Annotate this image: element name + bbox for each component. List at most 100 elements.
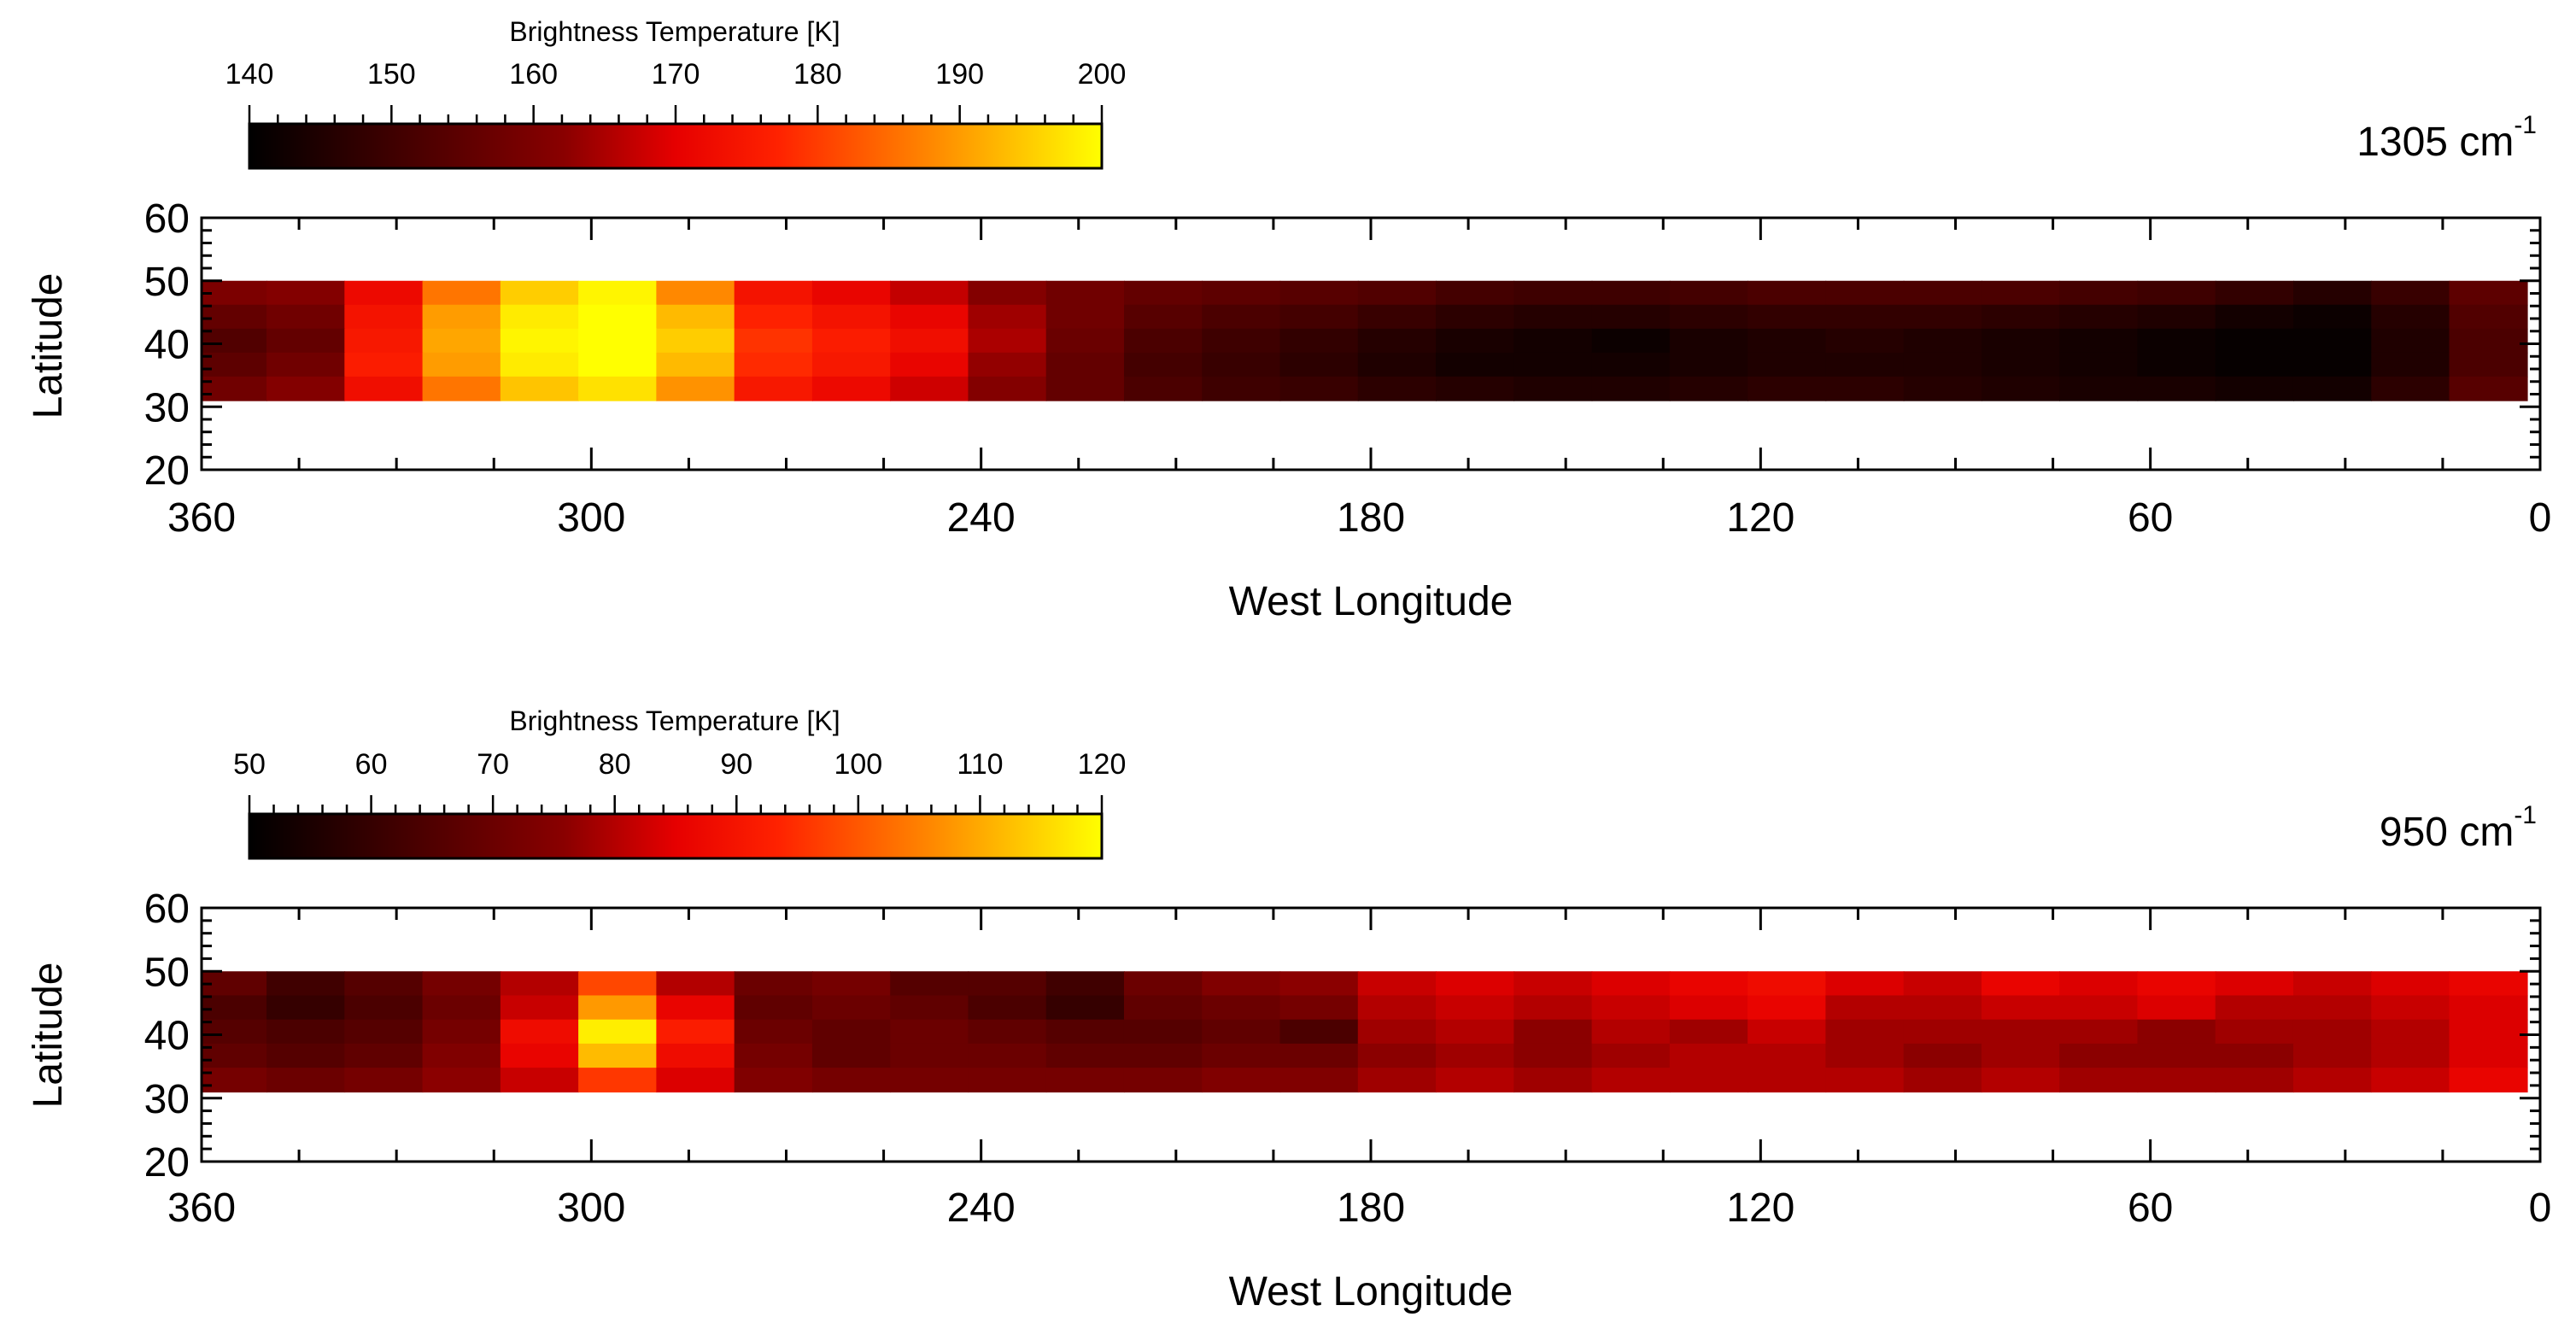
y-axis-label: Latitude	[26, 963, 71, 1109]
heatmap-cell	[500, 1068, 579, 1093]
heatmap-cell	[500, 352, 579, 378]
x-axis-label: West Longitude	[1229, 579, 1513, 624]
heatmap-cell	[656, 1043, 735, 1068]
heatmap-cell	[1669, 971, 1748, 997]
heatmap-cell	[578, 328, 658, 354]
heatmap-cell	[1903, 971, 1982, 997]
heatmap-cell	[2449, 280, 2528, 306]
heatmap-cell	[1669, 1043, 1748, 1068]
colorbar-title: Brightness Temperature [K]	[509, 705, 840, 736]
panel-950: Brightness Temperature [K] 50 60 70 80 90 100…	[26, 705, 2551, 1314]
heatmap-cell	[1981, 280, 2060, 306]
heatmap-cell	[2215, 1068, 2294, 1093]
panel-1305: Brightness Temperature [K] 140 150 160 170 1…	[26, 16, 2551, 624]
heatmap-cell	[2215, 328, 2294, 354]
heatmap-cell	[1513, 1043, 1593, 1068]
heatmap-cell	[890, 1043, 969, 1068]
heatmap-cell	[656, 352, 735, 378]
heatmap-cell	[1123, 995, 1203, 1021]
heatmap-cell	[656, 1068, 735, 1093]
heatmap-cell	[1825, 304, 1905, 330]
heatmap-cell	[2137, 995, 2216, 1021]
y-tick-label: 50	[144, 950, 190, 995]
heatmap-cell	[2137, 971, 2216, 997]
heatmap-cell	[656, 376, 735, 401]
x-tick-label: 120	[1726, 495, 1794, 541]
heatmap-cell	[1436, 1068, 1515, 1093]
heatmap-cell	[2137, 1019, 2216, 1045]
colorbar	[248, 812, 1104, 860]
heatmap-cell	[2292, 1019, 2373, 1045]
colorbar-tick-label: 150	[367, 58, 416, 91]
heatmap-cell	[1669, 1068, 1748, 1093]
heatmap-cell	[1436, 304, 1515, 330]
heatmap-cell	[2059, 995, 2139, 1021]
heatmap-cell	[1591, 328, 1671, 354]
heatmap-cell	[2371, 304, 2450, 330]
heatmap-cell	[1748, 971, 1827, 997]
heatmap-cell	[1903, 1019, 1982, 1045]
heatmap-cell	[1981, 304, 2060, 330]
heatmap-cell	[1045, 1019, 1125, 1045]
heatmap-cell	[578, 1068, 658, 1093]
heatmap-cell	[1123, 376, 1203, 401]
heatmap-cell	[1981, 1068, 2060, 1093]
heatmap-cell	[734, 376, 813, 401]
heatmap-cell	[500, 1019, 579, 1045]
heatmap-cell	[968, 280, 1047, 306]
heatmap-cell	[202, 1019, 267, 1045]
heatmap-cell	[1513, 304, 1593, 330]
y-tick-label: 20	[144, 1140, 190, 1185]
heatmap-cell	[1669, 376, 1748, 401]
heatmap-cell	[500, 304, 579, 330]
heatmap-cell	[266, 328, 346, 354]
x-tick-label: 180	[1337, 1185, 1405, 1231]
heatmap-cell	[890, 376, 969, 401]
heatmap-cell	[1669, 1019, 1748, 1045]
colorbar-tick-label: 160	[509, 58, 558, 91]
heatmap-cell	[1045, 971, 1125, 997]
heatmap-cell	[578, 376, 658, 401]
heatmap-cell	[1748, 1043, 1827, 1068]
colorbar-tick-label: 120	[1078, 748, 1127, 781]
heatmap-cell	[1279, 280, 1359, 306]
heatmap-cell	[1123, 1043, 1203, 1068]
heatmap-cell	[1669, 328, 1748, 354]
heatmap-cell	[734, 328, 813, 354]
heatmap-cell	[578, 995, 658, 1021]
x-tick-label: 60	[2128, 1185, 2173, 1231]
heatmap-cell	[1513, 352, 1593, 378]
heatmap-cell	[1357, 995, 1437, 1021]
heatmap-cell	[656, 971, 735, 997]
heatmap-cell	[1123, 280, 1203, 306]
heatmap-cell	[1123, 304, 1203, 330]
x-tick-label: 0	[2529, 495, 2552, 541]
heatmap-cell	[890, 995, 969, 1021]
heatmap-cell	[1669, 280, 1748, 306]
heatmap-cell	[422, 352, 501, 378]
heatmap-cell	[1825, 280, 1905, 306]
heatmap-cell	[2059, 1043, 2139, 1068]
heatmap-cell	[1436, 995, 1515, 1021]
heatmap-cell	[734, 1043, 813, 1068]
heatmap-cell	[1357, 971, 1437, 997]
heatmap-cell	[1591, 352, 1671, 378]
heatmap-cell	[2449, 304, 2528, 330]
heatmap-cell	[2371, 971, 2450, 997]
heatmap-cell	[968, 995, 1047, 1021]
heatmap-cell	[2449, 971, 2528, 997]
heatmap-cell	[2137, 280, 2216, 306]
heatmap-cell	[1357, 304, 1437, 330]
heatmap-cell	[734, 352, 813, 378]
heatmap-cell	[1825, 995, 1905, 1021]
heatmap-cell	[500, 280, 579, 306]
heatmap-cell	[1513, 995, 1593, 1021]
heatmap-cell	[1591, 971, 1671, 997]
y-tick-label: 40	[144, 323, 190, 368]
heatmap-cell	[1045, 328, 1125, 354]
heatmap-cell	[1513, 280, 1593, 306]
x-tick-label: 360	[167, 495, 236, 541]
heatmap-cell	[1279, 376, 1359, 401]
y-tick-label: 30	[144, 1077, 190, 1122]
heatmap-cell	[2137, 352, 2216, 378]
